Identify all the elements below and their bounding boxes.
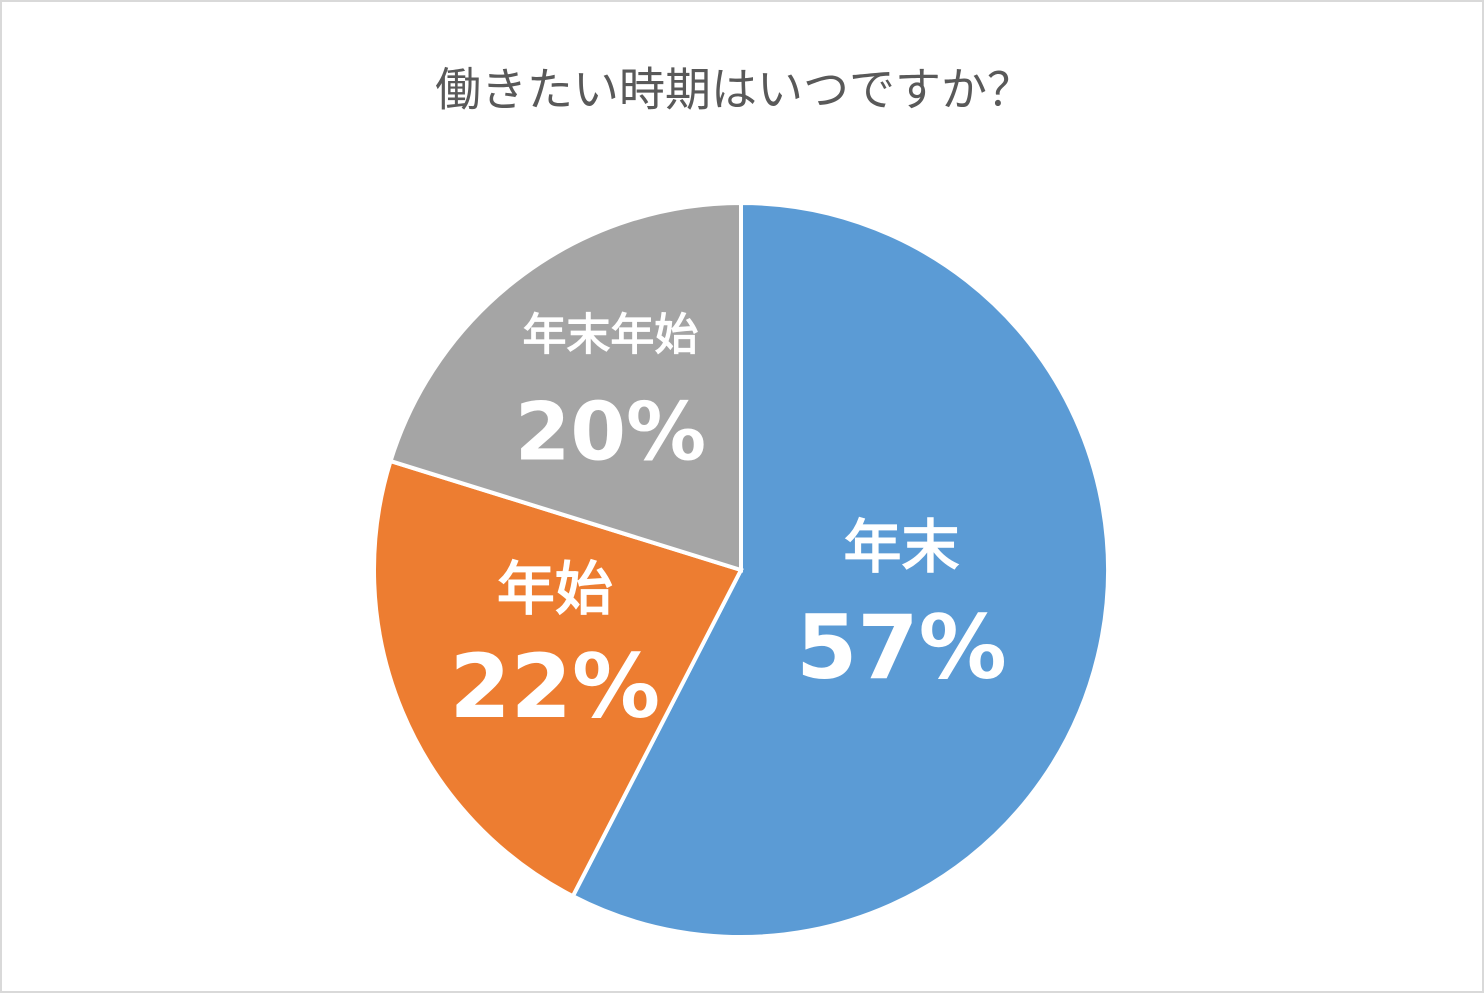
category-label: 年末年始 bbox=[522, 310, 698, 361]
category-label: 年末 bbox=[843, 513, 959, 581]
pie-slice bbox=[372, 458, 744, 899]
value-label: 20% bbox=[515, 386, 706, 479]
category-label: 年始 bbox=[497, 555, 613, 623]
pie-slice bbox=[388, 200, 743, 573]
chart-title: 働きたい時期はいつですか？ bbox=[435, 63, 1033, 117]
value-label: 57% bbox=[796, 596, 1007, 699]
pie-slice bbox=[570, 200, 1110, 939]
value-label: 22% bbox=[450, 635, 661, 738]
